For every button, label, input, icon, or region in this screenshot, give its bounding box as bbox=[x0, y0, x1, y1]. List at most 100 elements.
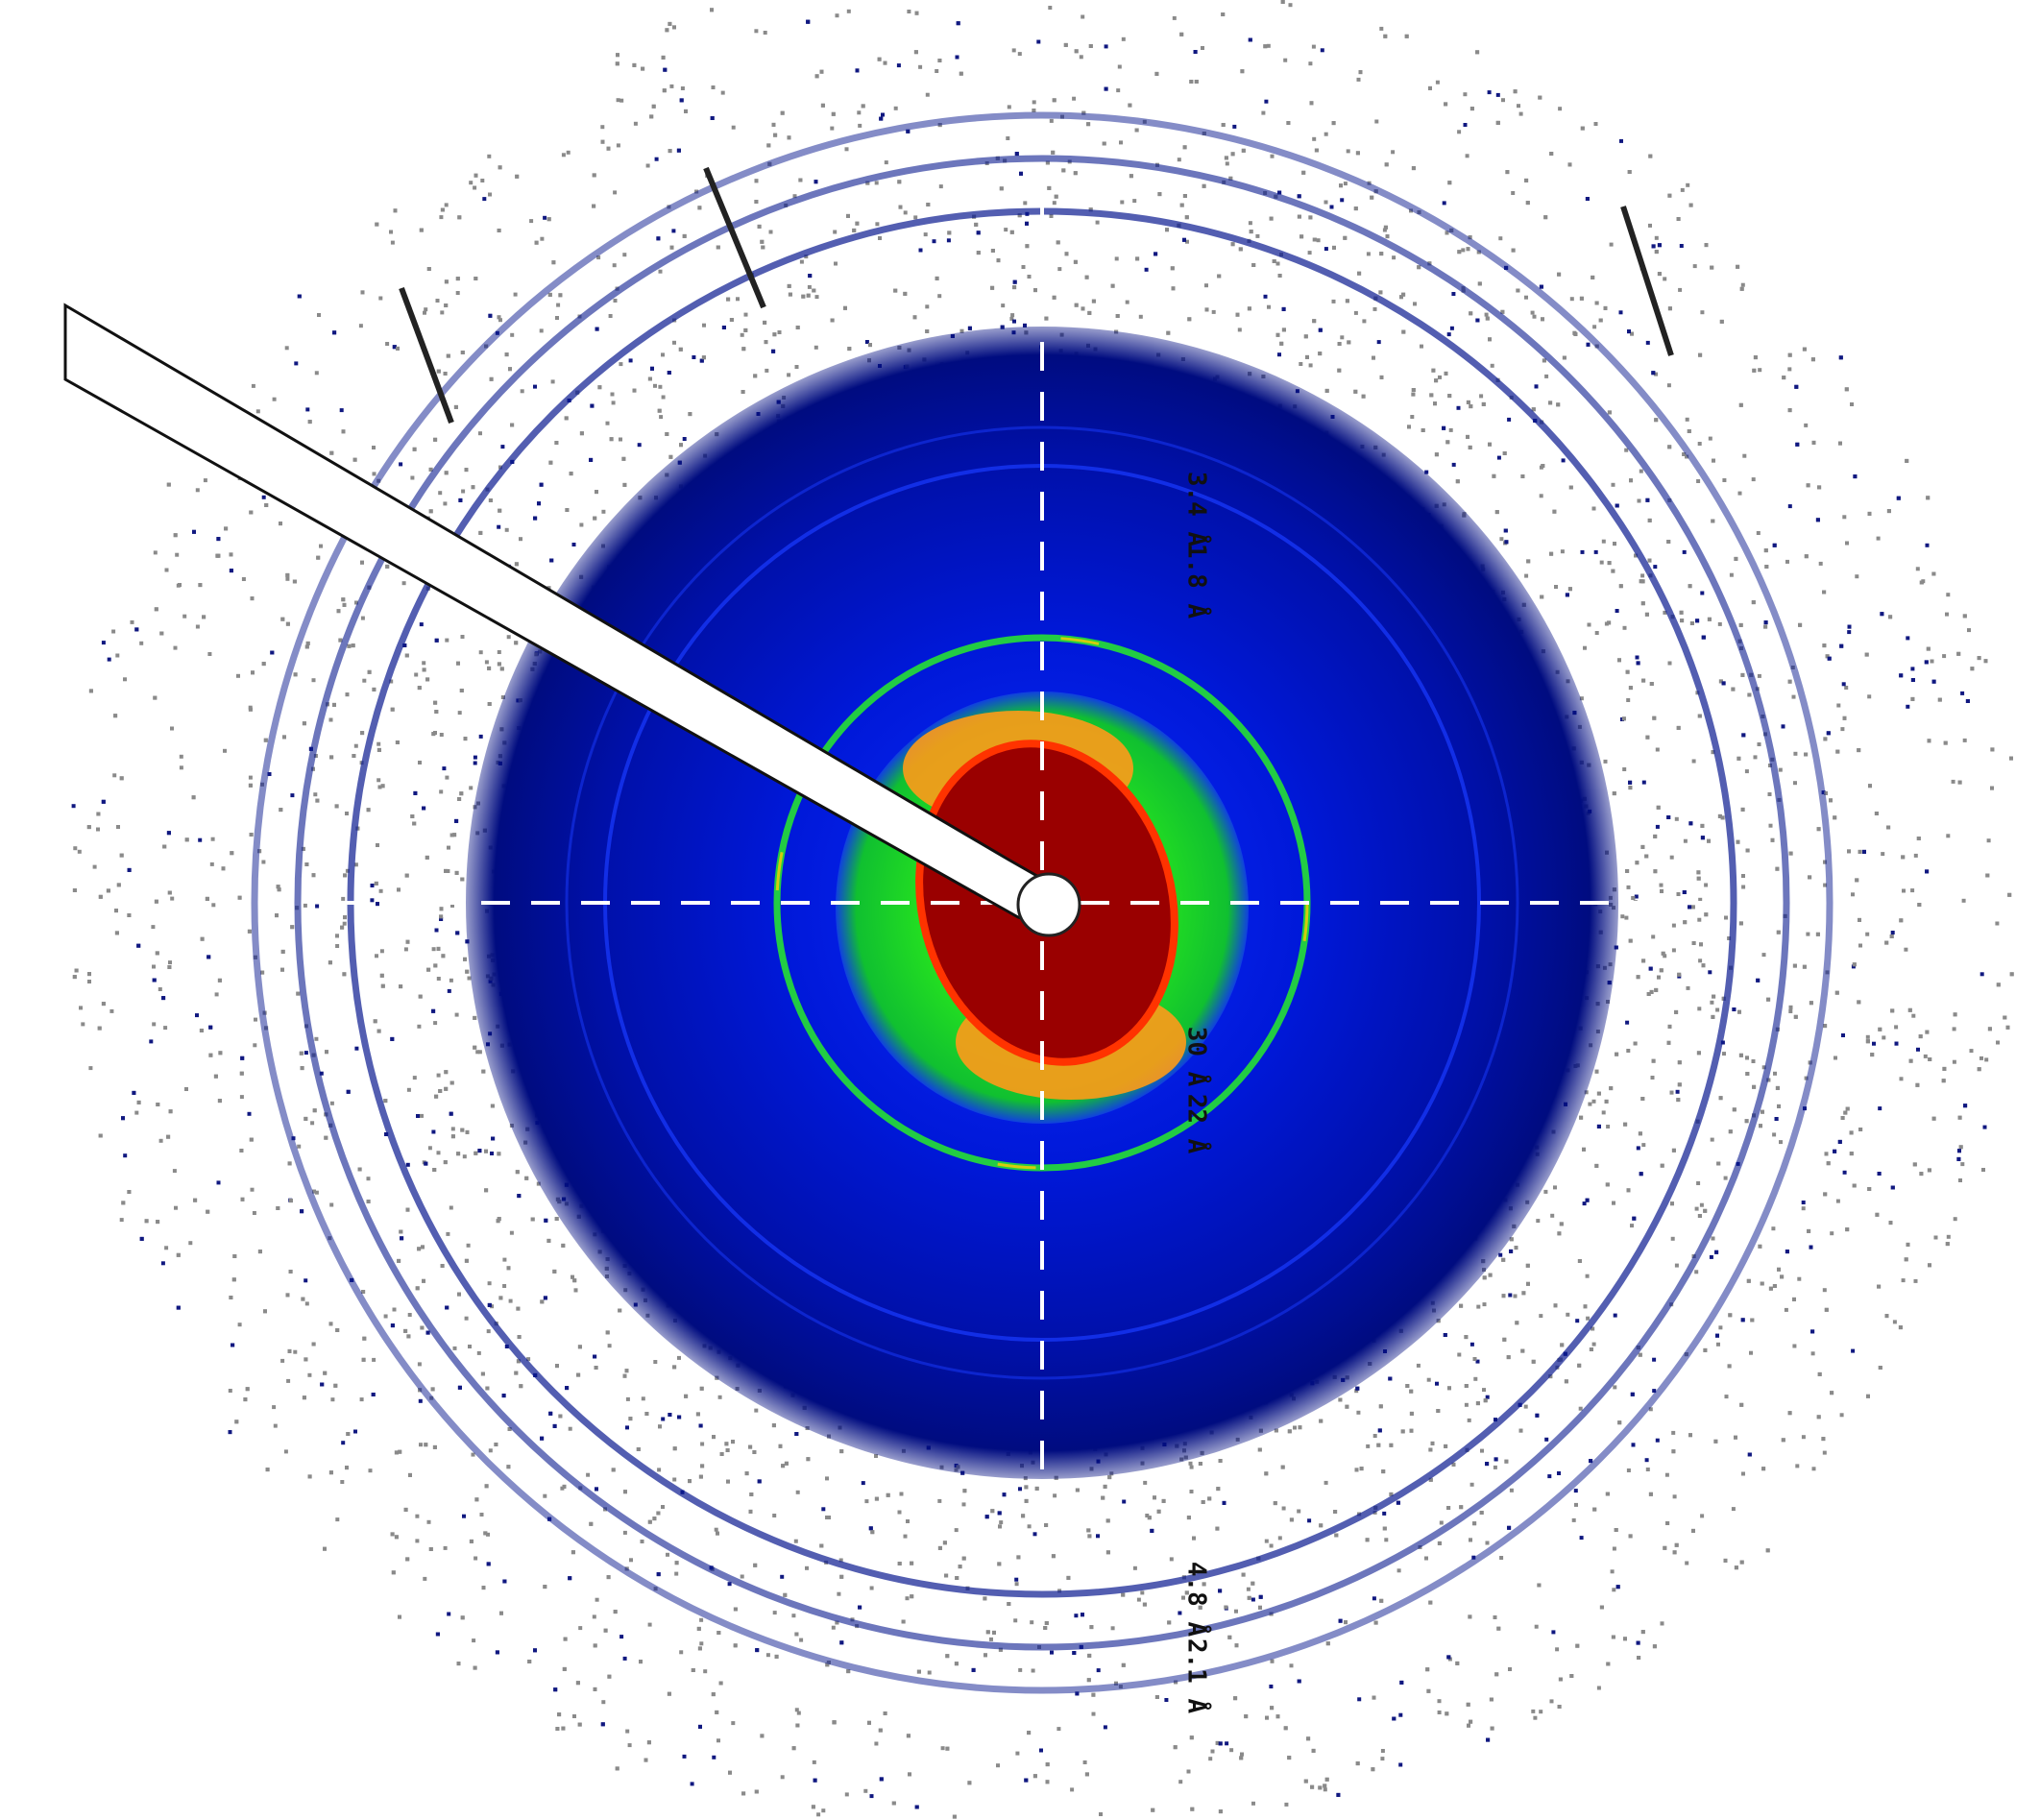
speckle bbox=[561, 153, 566, 158]
speckle bbox=[1204, 283, 1208, 288]
speckle bbox=[482, 197, 487, 202]
speckle bbox=[1030, 1620, 1034, 1625]
speckle bbox=[1969, 1049, 1974, 1054]
speckle bbox=[92, 864, 97, 869]
speckle bbox=[1539, 1710, 1543, 1714]
speckle bbox=[653, 383, 657, 388]
speckle bbox=[791, 1614, 796, 1618]
speckle bbox=[717, 1395, 722, 1399]
speckle bbox=[152, 1022, 157, 1027]
speckle bbox=[447, 988, 451, 993]
speckle bbox=[1942, 654, 1947, 659]
speckle bbox=[210, 837, 215, 841]
speckle bbox=[1015, 1751, 1020, 1756]
speckle bbox=[1320, 48, 1324, 53]
speckle bbox=[1818, 561, 1823, 566]
speckle bbox=[319, 1071, 324, 1076]
speckle bbox=[427, 1146, 432, 1151]
speckle bbox=[422, 661, 426, 666]
speckle bbox=[1267, 304, 1271, 309]
speckle bbox=[1229, 1748, 1234, 1753]
speckle bbox=[1676, 892, 1681, 896]
speckle bbox=[1398, 1762, 1403, 1767]
speckle bbox=[1624, 448, 1629, 452]
speckle bbox=[1473, 1376, 1478, 1381]
speckle bbox=[1757, 742, 1761, 746]
speckle bbox=[1946, 1234, 1951, 1239]
speckle bbox=[1074, 1614, 1079, 1618]
speckle bbox=[488, 192, 492, 197]
speckle bbox=[1185, 239, 1189, 244]
speckle bbox=[438, 491, 443, 496]
speckle bbox=[1682, 549, 1687, 554]
speckle bbox=[1923, 1054, 1928, 1058]
speckle bbox=[1901, 1278, 1906, 1283]
speckle bbox=[600, 125, 605, 130]
speckle bbox=[1984, 1057, 1989, 1062]
speckle bbox=[619, 1635, 624, 1639]
speckle bbox=[1982, 1125, 1987, 1129]
speckle bbox=[81, 1022, 85, 1027]
speckle bbox=[1499, 537, 1504, 542]
speckle bbox=[1740, 282, 1745, 287]
speckle bbox=[1596, 1686, 1601, 1690]
speckle bbox=[1674, 1263, 1679, 1268]
speckle bbox=[1761, 1065, 1766, 1070]
speckle bbox=[1366, 252, 1371, 256]
speckle bbox=[613, 190, 618, 195]
speckle bbox=[1036, 39, 1041, 44]
speckle bbox=[1049, 118, 1054, 123]
speckle bbox=[1916, 1047, 1920, 1052]
speckle bbox=[431, 1129, 436, 1134]
speckle bbox=[1626, 1049, 1631, 1053]
speckle bbox=[1324, 247, 1328, 252]
speckle bbox=[1509, 1488, 1514, 1492]
speckle bbox=[1110, 1626, 1115, 1631]
speckle bbox=[101, 641, 106, 645]
speckle bbox=[472, 1638, 476, 1643]
speckle bbox=[188, 1241, 193, 1246]
speckle bbox=[1070, 1787, 1075, 1792]
speckle bbox=[1787, 504, 1792, 509]
speckle bbox=[385, 342, 390, 346]
speckle bbox=[1697, 1007, 1702, 1011]
speckle bbox=[315, 904, 320, 909]
speckle bbox=[1264, 99, 1269, 104]
speckle bbox=[1446, 332, 1451, 337]
speckle bbox=[1771, 1226, 1776, 1231]
speckle bbox=[1484, 312, 1489, 317]
speckle bbox=[419, 1443, 423, 1447]
speckle bbox=[1396, 1568, 1401, 1573]
speckle bbox=[1902, 888, 1906, 893]
speckle bbox=[1654, 372, 1659, 376]
speckle bbox=[314, 1190, 319, 1195]
speckle bbox=[1323, 1787, 1327, 1792]
speckle bbox=[1324, 132, 1328, 136]
speckle bbox=[1611, 482, 1615, 487]
speckle bbox=[821, 1507, 826, 1512]
speckle bbox=[1120, 200, 1125, 205]
speckle bbox=[1451, 462, 1456, 467]
speckle bbox=[793, 1539, 798, 1543]
speckle bbox=[1626, 1468, 1631, 1472]
speckle bbox=[1787, 367, 1792, 372]
speckle bbox=[241, 577, 246, 581]
speckle bbox=[814, 345, 818, 350]
speckle bbox=[526, 1357, 531, 1362]
speckle bbox=[1785, 559, 1789, 564]
speckle bbox=[999, 1520, 1004, 1525]
speckle bbox=[457, 711, 462, 716]
speckle bbox=[1553, 1185, 1557, 1190]
speckle bbox=[1476, 1304, 1481, 1309]
speckle bbox=[250, 1187, 255, 1192]
speckle bbox=[913, 215, 918, 220]
speckle bbox=[1904, 947, 1908, 952]
speckle bbox=[426, 1519, 431, 1524]
speckle bbox=[339, 408, 344, 413]
speckle bbox=[280, 1358, 285, 1363]
speckle bbox=[477, 1050, 482, 1055]
speckle bbox=[903, 210, 908, 215]
speckle bbox=[579, 522, 584, 527]
speckle bbox=[1457, 130, 1462, 134]
speckle bbox=[837, 1591, 841, 1596]
